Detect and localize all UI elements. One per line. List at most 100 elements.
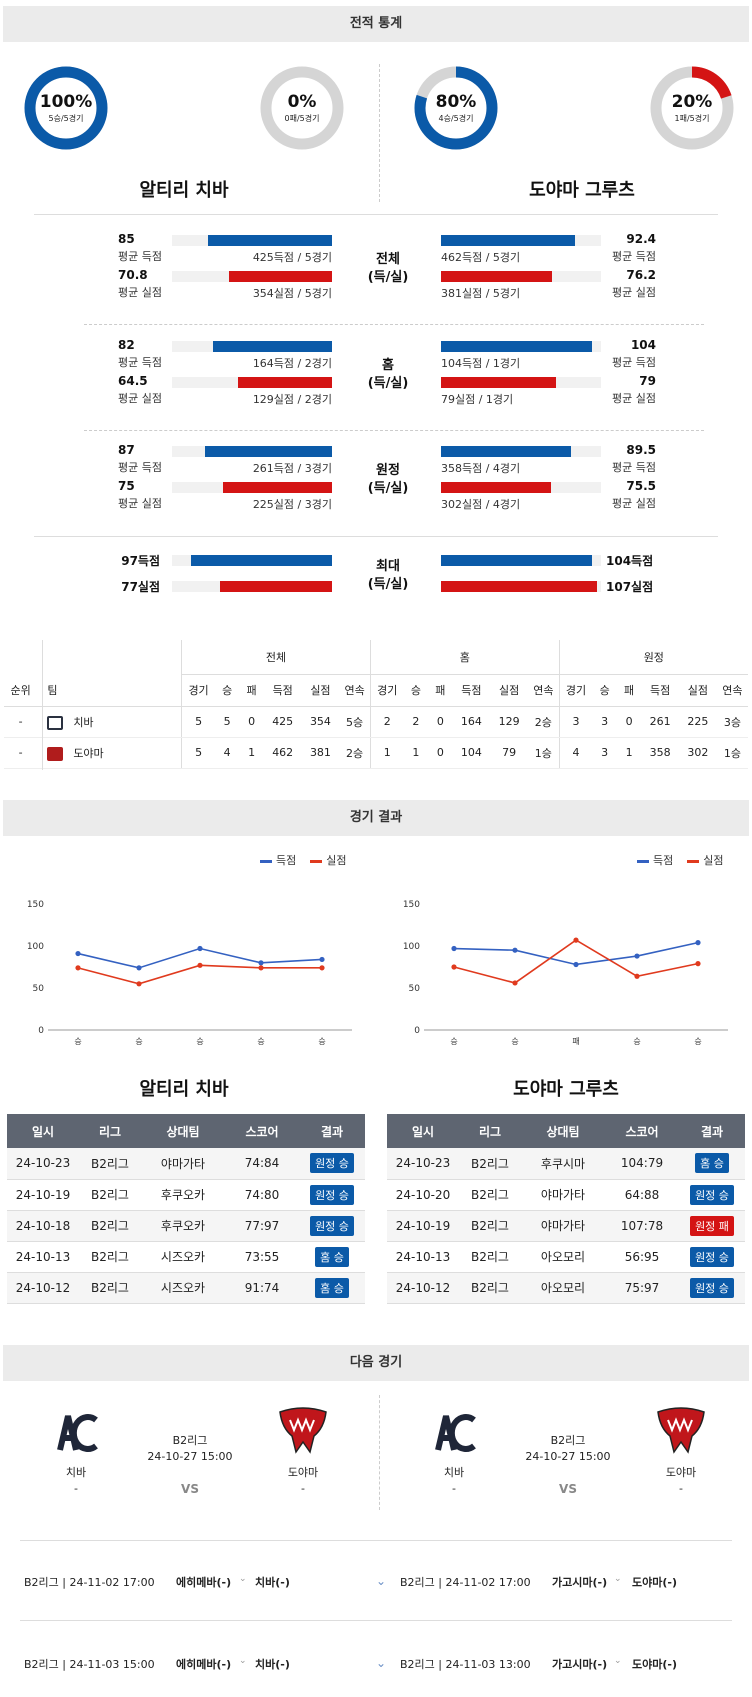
league-cell: B2리그 <box>79 1148 141 1180</box>
standings-cell: 1 <box>616 737 642 769</box>
opponent-cell: 후쿠오카 <box>141 1179 225 1211</box>
left-bar <box>205 446 332 457</box>
standings-cell: 225 <box>679 706 717 738</box>
date-cell: 24-10-13 <box>7 1241 79 1273</box>
date-cell: 24-10-12 <box>7 1272 79 1304</box>
upcoming-right-info: B2리그 | 24-11-02 17:00 <box>400 1576 531 1589</box>
data-point-scored <box>197 945 203 952</box>
score-cell: 64:88 <box>605 1179 679 1211</box>
donut-percent: 0% <box>287 92 317 112</box>
results-col-header: 상대팀 <box>521 1114 605 1148</box>
upcoming-right-team2: 도야마(-) <box>632 1576 677 1589</box>
date-cell: 24-10-19 <box>387 1210 459 1242</box>
result-cell: 원정 승 <box>299 1148 365 1180</box>
series-line-conceded <box>453 939 699 984</box>
toyama-logo-icon <box>654 1406 708 1458</box>
right-avg-label: 평균 실점 <box>612 497 656 510</box>
vs-small-icon: ⌄ <box>614 1574 622 1584</box>
left-avg-label: 평균 득점 <box>118 356 162 369</box>
date-cell: 24-10-13 <box>387 1241 459 1273</box>
results-col-header: 스코어 <box>605 1114 679 1148</box>
standings-team-cell: 도야마 <box>37 737 183 769</box>
standings-cell: 5 <box>214 706 240 738</box>
x-tick-label: 승 <box>633 1037 640 1046</box>
standings-cell: 358 <box>641 737 680 769</box>
standings-cell: 381 <box>301 737 340 769</box>
date-cell: 24-10-19 <box>7 1179 79 1211</box>
y-tick-label: 50 <box>33 984 45 994</box>
upcoming-right-info: B2리그 | 24-11-03 13:00 <box>400 1658 531 1671</box>
standings-row: - 도야마 5 4 1 462 381 2승 1 1 0 104 79 1승 4 3 1 358 302 1승 <box>4 737 748 769</box>
right-avg-label: 평균 실점 <box>612 392 656 405</box>
league-cell: B2리그 <box>459 1241 521 1273</box>
next-away-rank: - <box>679 1482 683 1495</box>
standings-col-header: 팀 <box>37 674 183 707</box>
standings-col-header: 승 <box>592 674 617 707</box>
donut-chart-4: 20% 1패/5경기 <box>650 66 734 150</box>
standings-col-header: 득점 <box>263 674 302 707</box>
donut-subtext: 0패/5경기 <box>284 114 320 123</box>
right-avg-label: 평균 실점 <box>612 286 656 299</box>
standings-cell: 164 <box>452 706 491 738</box>
x-tick-label: 승 <box>196 1037 203 1046</box>
standings-cell: 0 <box>616 706 642 738</box>
next-league: B2리그 <box>550 1434 586 1447</box>
standings-cell: 425 <box>263 706 302 738</box>
chevron-double-down-icon[interactable]: ⌄ <box>376 1574 387 1588</box>
standings-cell: 79 <box>490 737 529 769</box>
standings-cell: - <box>4 737 38 769</box>
data-point-conceded <box>573 937 579 943</box>
next-section-header: 다음 경기 <box>3 1345 749 1381</box>
score-cell: 56:95 <box>605 1241 679 1273</box>
data-point-scored <box>512 947 518 953</box>
left-max-value: 97득점 <box>121 554 160 568</box>
left-bar <box>222 482 332 493</box>
results-row: 24-10-13 B2리그 시즈오카 73:55 홈 승 <box>7 1241 365 1273</box>
chiba-logo-icon <box>47 715 64 730</box>
right-results-table: 일시 리그 상대팀 스코어 결과 24-10-23 B2리그 후쿠시마 104:79 홈 승 24-… <box>387 1114 745 1304</box>
right-bar <box>441 377 556 388</box>
result-badge: 원정 승 <box>690 1184 734 1205</box>
right-bar <box>441 341 593 352</box>
y-tick-label: 150 <box>27 900 44 910</box>
left-avg-value: 70.8 <box>118 268 148 282</box>
standings-cell: 0 <box>428 737 453 769</box>
data-point-scored <box>695 940 701 946</box>
result-badge: 원정 승 <box>310 1215 354 1236</box>
stat-group-title: 전체 <box>376 252 400 267</box>
left-chart-legend: 득점 실점 <box>260 852 347 868</box>
left-team-title: 알티리 치바 <box>139 180 229 201</box>
left-bar <box>238 377 332 388</box>
stats-section-header: 전적 통계 <box>3 6 749 42</box>
right-avg-label: 평균 득점 <box>612 250 656 263</box>
opponent-cell: 후쿠시마 <box>521 1148 605 1180</box>
left-avg-value: 85 <box>118 232 135 246</box>
chevron-double-down-icon[interactable]: ⌄ <box>376 1656 387 1670</box>
stat-group-title: 홈 <box>382 358 394 373</box>
left-max-bar <box>190 555 332 566</box>
league-cell: B2리그 <box>459 1272 521 1304</box>
opponent-cell: 아오모리 <box>521 1272 605 1304</box>
standings-group-row: 전체 홈 원정 <box>4 640 748 675</box>
left-bar-text: 425득점 / 5경기 <box>252 251 332 264</box>
standings-cell: 1 <box>370 737 404 769</box>
next-datetime: 24-10-27 15:00 <box>147 1450 233 1463</box>
right-bar-text: 381실점 / 5경기 <box>441 287 521 300</box>
standings-cell: 0 <box>428 706 453 738</box>
stat-group-title: 원정 <box>376 463 400 478</box>
right-avg-value: 104 <box>630 338 656 352</box>
x-tick-label: 승 <box>511 1037 518 1046</box>
next-league: B2리그 <box>172 1434 208 1447</box>
upcoming-left-team1: 에히메바(-) <box>176 1658 232 1671</box>
result-cell: 홈 승 <box>679 1148 745 1180</box>
left-avg-value: 87 <box>118 443 135 457</box>
left-avg-label: 평균 실점 <box>118 497 162 510</box>
results-row: 24-10-12 B2리그 시즈오카 91:74 홈 승 <box>7 1272 365 1304</box>
score-cell: 74:84 <box>225 1148 299 1180</box>
results-col-header: 일시 <box>7 1114 79 1148</box>
opponent-cell: 시즈오카 <box>141 1241 225 1273</box>
result-cell: 원정 승 <box>679 1241 745 1273</box>
donut-subtext: 4승/5경기 <box>438 114 474 123</box>
legend-conceded: 실점 <box>687 854 724 867</box>
standings-group-3: 원정 <box>559 640 748 675</box>
